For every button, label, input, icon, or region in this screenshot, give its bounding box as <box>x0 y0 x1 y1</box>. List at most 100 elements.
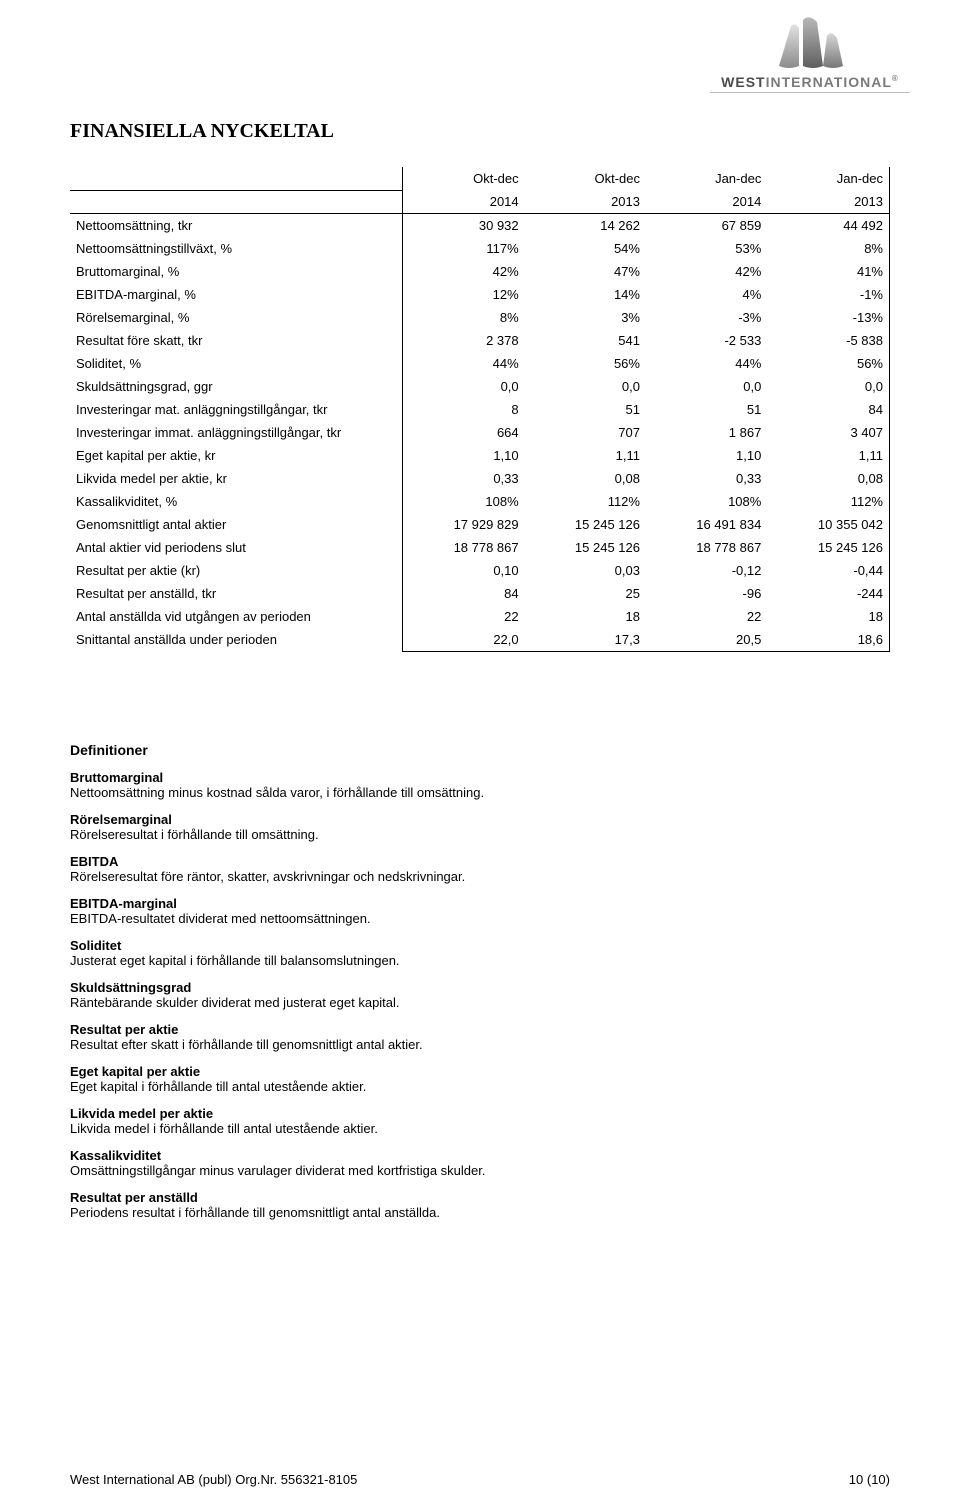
row-value: 44% <box>646 352 767 375</box>
definition-item: Resultat per anställdPeriodens resultat … <box>70 1190 890 1220</box>
row-value: -5 838 <box>767 329 889 352</box>
table-row: Rörelsemarginal, %8%3%-3%-13% <box>70 306 890 329</box>
logo-icon <box>773 14 847 72</box>
row-value: 2 378 <box>403 329 525 352</box>
definition-desc: Räntebärande skulder dividerat med juste… <box>70 995 890 1010</box>
brand-logo: WESTINTERNATIONAL® <box>710 14 910 93</box>
row-value: 8 <box>403 398 525 421</box>
row-value: 51 <box>646 398 767 421</box>
row-value: 8% <box>403 306 525 329</box>
row-value: 112% <box>767 490 889 513</box>
row-label: Nettoomsättning, tkr <box>70 214 403 238</box>
table-row: Kassalikviditet, %108%112%108%112% <box>70 490 890 513</box>
row-value: 56% <box>767 352 889 375</box>
row-value: 18 778 867 <box>646 536 767 559</box>
brand-underline <box>710 92 910 93</box>
page-title: FINANSIELLA NYCKELTAL <box>70 120 890 143</box>
definition-item: SoliditetJusterat eget kapital i förhåll… <box>70 938 890 968</box>
table-row: Antal anställda vid utgången av perioden… <box>70 605 890 628</box>
row-value: -2 533 <box>646 329 767 352</box>
row-value: 20,5 <box>646 628 767 652</box>
row-label: EBITDA-marginal, % <box>70 283 403 306</box>
page: WESTINTERNATIONAL® FINANSIELLA NYCKELTAL… <box>0 0 960 1507</box>
table-row: Resultat per aktie (kr)0,100,03-0,12-0,4… <box>70 559 890 582</box>
row-label: Investeringar mat. anläggningstillgångar… <box>70 398 403 421</box>
row-value: 22,0 <box>403 628 525 652</box>
definition-desc: Rörelseresultat i förhållande till omsät… <box>70 827 890 842</box>
th-p1: Okt-dec <box>525 167 646 190</box>
table-row: Soliditet, %44%56%44%56% <box>70 352 890 375</box>
row-value: 18 778 867 <box>403 536 525 559</box>
definition-desc: Periodens resultat i förhållande till ge… <box>70 1205 890 1220</box>
row-value: 108% <box>403 490 525 513</box>
brand-text: WESTINTERNATIONAL® <box>710 74 910 90</box>
row-label: Antal aktier vid periodens slut <box>70 536 403 559</box>
brand-bold: WEST <box>721 74 765 90</box>
row-label: Rörelsemarginal, % <box>70 306 403 329</box>
row-value: -0,44 <box>767 559 889 582</box>
row-label: Kassalikviditet, % <box>70 490 403 513</box>
brand-reg: ® <box>892 74 899 83</box>
row-value: 0,0 <box>646 375 767 398</box>
definition-item: SkuldsättningsgradRäntebärande skulder d… <box>70 980 890 1010</box>
definition-item: Resultat per aktieResultat efter skatt i… <box>70 1022 890 1052</box>
definition-term: Resultat per anställd <box>70 1190 890 1205</box>
row-value: 18 <box>525 605 646 628</box>
definition-item: BruttomarginalNettoomsättning minus kost… <box>70 770 890 800</box>
row-value: 12% <box>403 283 525 306</box>
row-value: 3 407 <box>767 421 889 444</box>
definition-term: Soliditet <box>70 938 890 953</box>
row-value: 0,0 <box>525 375 646 398</box>
definition-term: Bruttomarginal <box>70 770 890 785</box>
row-value: 3% <box>525 306 646 329</box>
row-value: 17,3 <box>525 628 646 652</box>
row-label: Investeringar immat. anläggningstillgång… <box>70 421 403 444</box>
definition-desc: Omsättningstillgångar minus varulager di… <box>70 1163 890 1178</box>
row-label: Genomsnittligt antal aktier <box>70 513 403 536</box>
row-value: 42% <box>646 260 767 283</box>
table-row: Likvida medel per aktie, kr0,330,080,330… <box>70 467 890 490</box>
definition-desc: Likvida medel i förhållande till antal u… <box>70 1121 890 1136</box>
th-y0: 2014 <box>403 190 525 214</box>
definition-term: Resultat per aktie <box>70 1022 890 1037</box>
table-row: EBITDA-marginal, %12%14%4%-1% <box>70 283 890 306</box>
definition-item: Eget kapital per aktieEget kapital i för… <box>70 1064 890 1094</box>
table-row: Resultat före skatt, tkr2 378541-2 533-5… <box>70 329 890 352</box>
definition-desc: Rörelseresultat före räntor, skatter, av… <box>70 869 890 884</box>
row-value: 22 <box>403 605 525 628</box>
row-value: 56% <box>525 352 646 375</box>
definition-item: KassalikviditetOmsättningstillgångar min… <box>70 1148 890 1178</box>
row-value: 4% <box>646 283 767 306</box>
row-label: Resultat per anställd, tkr <box>70 582 403 605</box>
table-row: Bruttomarginal, %42%47%42%41% <box>70 260 890 283</box>
row-value: 84 <box>403 582 525 605</box>
table-row: Antal aktier vid periodens slut18 778 86… <box>70 536 890 559</box>
row-value: 25 <box>525 582 646 605</box>
row-value: 51 <box>525 398 646 421</box>
row-label: Resultat före skatt, tkr <box>70 329 403 352</box>
row-label: Skuldsättningsgrad, ggr <box>70 375 403 398</box>
definition-item: RörelsemarginalRörelseresultat i förhåll… <box>70 812 890 842</box>
row-label: Bruttomarginal, % <box>70 260 403 283</box>
definition-term: EBITDA <box>70 854 890 869</box>
row-value: 1,11 <box>525 444 646 467</box>
row-value: 117% <box>403 237 525 260</box>
definition-desc: Resultat efter skatt i förhållande till … <box>70 1037 890 1052</box>
row-value: 41% <box>767 260 889 283</box>
th-p3: Jan-dec <box>767 167 889 190</box>
row-value: 1,10 <box>403 444 525 467</box>
row-value: 0,10 <box>403 559 525 582</box>
row-label: Resultat per aktie (kr) <box>70 559 403 582</box>
definition-term: EBITDA-marginal <box>70 896 890 911</box>
row-value: 0,33 <box>403 467 525 490</box>
row-value: 17 929 829 <box>403 513 525 536</box>
row-value: -13% <box>767 306 889 329</box>
table-row: Skuldsättningsgrad, ggr0,00,00,00,0 <box>70 375 890 398</box>
row-value: 47% <box>525 260 646 283</box>
row-value: -1% <box>767 283 889 306</box>
table-row: Snittantal anställda under perioden22,01… <box>70 628 890 652</box>
definition-term: Likvida medel per aktie <box>70 1106 890 1121</box>
row-label: Likvida medel per aktie, kr <box>70 467 403 490</box>
page-footer: West International AB (publ) Org.Nr. 556… <box>70 1472 890 1487</box>
table-row: Investeringar immat. anläggningstillgång… <box>70 421 890 444</box>
